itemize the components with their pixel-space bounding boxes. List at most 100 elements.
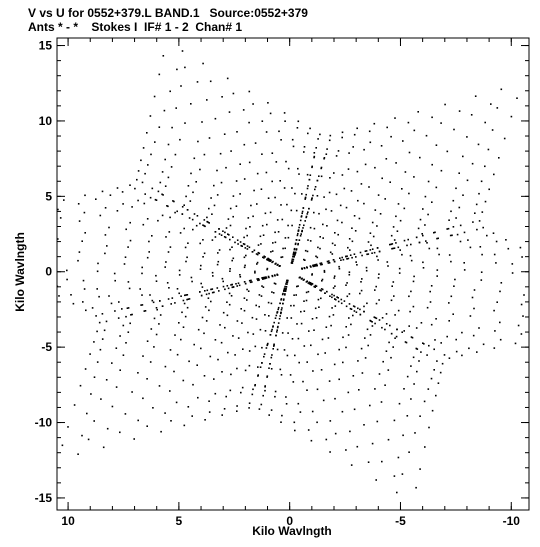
uv-point xyxy=(226,285,229,287)
uv-point xyxy=(258,252,261,255)
y-axis-label: Kilo Wavlngth xyxy=(13,232,27,312)
uv-point xyxy=(294,253,296,255)
uv-point xyxy=(407,238,409,241)
uv-point xyxy=(348,271,351,273)
uv-point xyxy=(236,285,238,287)
uv-point xyxy=(359,292,361,295)
uv-point xyxy=(321,280,323,282)
uv-point xyxy=(334,232,336,234)
uv-point xyxy=(390,234,393,237)
uv-point xyxy=(174,211,176,214)
uv-point xyxy=(299,411,302,413)
uv-point xyxy=(141,266,143,269)
uv-point xyxy=(374,209,377,211)
uv-point xyxy=(424,195,427,198)
uv-point xyxy=(199,268,202,270)
uv-point xyxy=(474,212,476,214)
uv-point xyxy=(275,262,277,265)
uv-point xyxy=(174,302,176,304)
uv-point xyxy=(302,279,305,281)
uv-point xyxy=(349,254,352,256)
uv-point xyxy=(455,187,457,190)
uv-point xyxy=(493,309,495,312)
uv-point xyxy=(158,73,161,76)
uv-point xyxy=(248,350,251,352)
uv-point xyxy=(302,227,304,229)
uv-point xyxy=(312,265,315,268)
uv-point xyxy=(313,227,316,230)
uv-point xyxy=(272,325,274,327)
uv-point xyxy=(211,213,213,215)
uv-point xyxy=(484,165,486,168)
uv-point xyxy=(455,217,457,219)
uv-point xyxy=(286,283,288,285)
uv-point xyxy=(236,367,238,370)
uv-point xyxy=(251,316,254,319)
uv-point xyxy=(210,288,212,291)
uv-point xyxy=(267,275,270,278)
uv-point xyxy=(329,177,331,179)
uv-point xyxy=(499,338,502,341)
uv-point xyxy=(280,311,282,314)
uv-point xyxy=(259,366,262,368)
uv-point xyxy=(325,326,328,328)
uv-point xyxy=(96,361,99,363)
uv-point xyxy=(243,243,246,246)
uv-point xyxy=(341,136,343,139)
uv-point xyxy=(305,215,308,218)
uv-point xyxy=(246,288,248,291)
uv-point xyxy=(384,328,386,331)
uv-point xyxy=(320,263,322,266)
uv-point xyxy=(324,352,326,354)
uv-point xyxy=(201,121,203,123)
uv-point xyxy=(243,256,246,259)
uv-point xyxy=(262,256,264,259)
uv-point xyxy=(284,294,286,296)
uv-point xyxy=(263,277,265,280)
uv-point xyxy=(352,375,355,377)
uv-point xyxy=(244,247,247,249)
uv-point xyxy=(346,295,349,298)
uv-point xyxy=(265,171,268,174)
uv-point xyxy=(146,340,149,342)
uv-point xyxy=(322,237,324,239)
uv-point xyxy=(422,342,424,344)
uv-point xyxy=(429,301,432,303)
uv-point xyxy=(274,317,277,319)
uv-point xyxy=(463,262,465,264)
uv-point xyxy=(119,369,121,371)
uv-point xyxy=(261,120,264,122)
uv-point xyxy=(260,243,262,245)
uv-point xyxy=(351,240,354,243)
uv-point xyxy=(206,220,208,223)
uv-point xyxy=(149,294,151,296)
uv-point xyxy=(355,256,357,258)
uv-point xyxy=(273,344,275,346)
uv-point xyxy=(274,283,277,285)
uv-point xyxy=(236,239,239,241)
uv-point xyxy=(415,347,418,350)
uv-point xyxy=(262,286,265,288)
uv-point xyxy=(363,202,365,205)
uv-point xyxy=(321,288,324,291)
uv-point xyxy=(189,200,192,202)
uv-point xyxy=(366,253,368,256)
uv-point xyxy=(231,246,233,248)
uv-point xyxy=(440,122,442,124)
uv-point xyxy=(366,302,368,305)
uv-point xyxy=(227,351,229,354)
uv-point xyxy=(438,253,440,256)
uv-point xyxy=(270,330,273,333)
uv-point xyxy=(260,403,263,406)
uv-point xyxy=(148,240,150,243)
uv-point xyxy=(262,276,265,279)
uv-point xyxy=(367,253,370,255)
uv-point xyxy=(169,216,171,219)
uv-point xyxy=(248,364,251,367)
uv-point xyxy=(144,310,147,312)
uv-point xyxy=(267,342,269,345)
uv-point xyxy=(265,347,268,349)
uv-point xyxy=(304,197,307,199)
uv-point xyxy=(167,251,170,253)
uv-point xyxy=(270,302,273,305)
